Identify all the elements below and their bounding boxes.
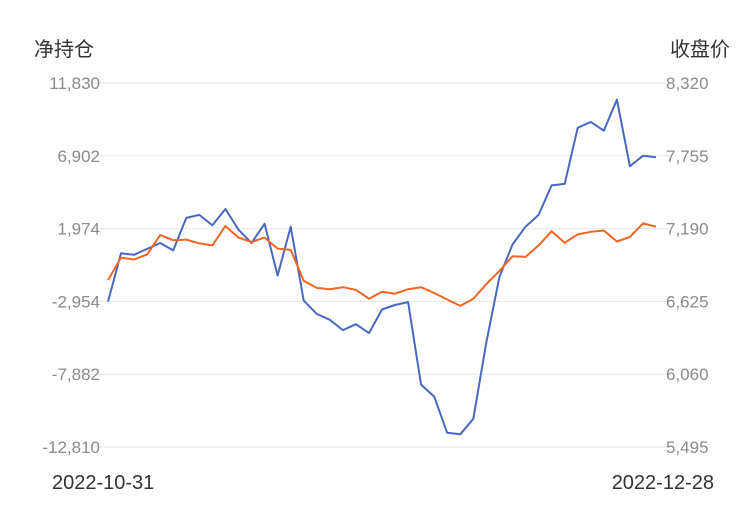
right-tick-label: 6,625 — [666, 292, 709, 311]
right-tick-label: 7,755 — [666, 147, 709, 166]
left-tick-label: -7,882 — [52, 365, 100, 384]
right-tick-label: 5,495 — [666, 438, 709, 457]
right-tick-label: 6,060 — [666, 365, 709, 384]
left-tick-label: 1,974 — [57, 220, 100, 239]
series-lines — [107, 98, 657, 436]
close-price-line — [107, 222, 657, 307]
gridlines — [90, 82, 670, 448]
left-tick-label: 6,902 — [57, 147, 100, 166]
left-axis-ticks: 11,830 6,902 1,974 -2,954 -7,882 -12,810 — [42, 74, 100, 457]
left-tick-label: -2,954 — [52, 292, 100, 311]
right-axis-title: 收盘价 — [670, 37, 730, 61]
net-position-line — [107, 98, 657, 436]
left-axis-title: 净持仓 — [34, 37, 94, 61]
right-tick-label: 7,190 — [666, 220, 709, 239]
x-start-label: 2022-10-31 — [52, 472, 154, 494]
left-tick-label: 11,830 — [49, 74, 100, 93]
right-axis-ticks: 8,320 7,755 7,190 6,625 6,060 5,495 — [666, 74, 709, 457]
right-tick-label: 8,320 — [666, 74, 709, 93]
left-tick-label: -12,810 — [42, 438, 100, 457]
x-end-label: 2022-12-28 — [612, 472, 714, 494]
